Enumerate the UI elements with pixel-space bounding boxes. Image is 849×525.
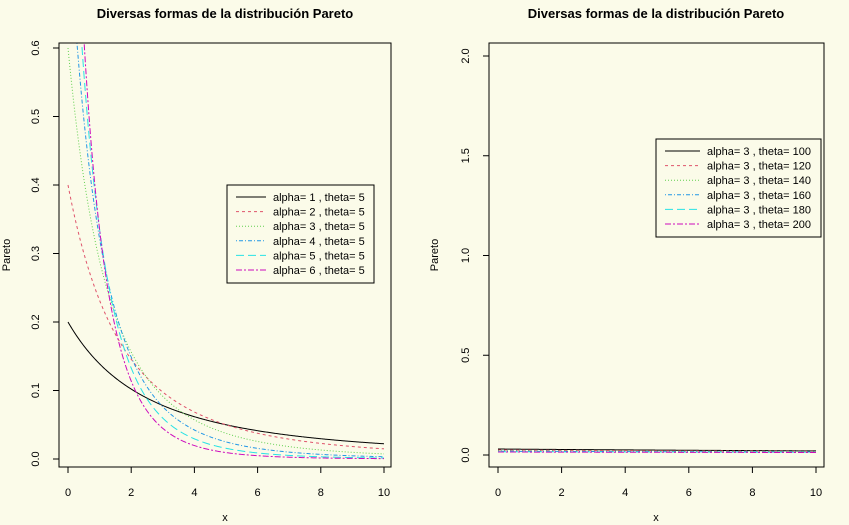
legend-box	[226, 184, 375, 284]
y-tick-label: 0.2	[30, 314, 42, 329]
x-tick-label: 6	[686, 487, 692, 499]
legend-label-2: alpha= 3 , theta= 120	[707, 161, 811, 173]
legend-label-4: alpha= 4 , theta= 5	[273, 236, 365, 248]
y-tick-label: 0.0	[460, 447, 472, 462]
legend: alpha= 1 , theta= 5 alpha= 2 , theta= 5 al…	[226, 184, 375, 284]
series-line-1	[497, 448, 816, 452]
y-tick-label: 0.3	[30, 246, 42, 261]
x-tick-label: 8	[749, 487, 755, 499]
series-line-6	[498, 451, 816, 454]
x-axis-label: x	[653, 512, 659, 524]
legend: alpha= 3 , theta= 100 alpha= 3 , theta= 1…	[655, 138, 822, 238]
legend-label-2: alpha= 2 , theta= 5	[273, 207, 365, 219]
x-tick-label: 0	[65, 487, 71, 499]
legend-label-3: alpha= 3 , theta= 5	[273, 221, 365, 233]
x-tick-label: 2	[128, 487, 134, 499]
x-tick-label: 6	[255, 487, 261, 499]
y-tick-label: 0.1	[30, 383, 42, 398]
series-group	[497, 448, 817, 454]
legend-label-6: alpha= 3 , theta= 200	[707, 219, 811, 231]
y-tick-label: 1.0	[460, 248, 472, 263]
legend-label-3: alpha= 3 , theta= 140	[707, 175, 811, 187]
y-tick-label: 0.4	[30, 177, 42, 192]
y-axis-label: Pareto	[1, 239, 13, 271]
series-line-6	[83, 43, 384, 460]
y-tick-label: 0.6	[30, 40, 42, 55]
legend-label-5: alpha= 3 , theta= 180	[707, 204, 811, 216]
x-tick-label: 2	[559, 487, 565, 499]
legend-label-5: alpha= 5 , theta= 5	[273, 250, 365, 262]
x-tick-label: 10	[810, 487, 822, 499]
legend-label-4: alpha= 3 , theta= 160	[707, 190, 811, 202]
y-tick-label: 1.5	[460, 148, 472, 163]
y-tick-label: 2.0	[460, 48, 472, 63]
legend-label-1: alpha= 1 , theta= 5	[273, 192, 365, 204]
series-line-5	[81, 43, 385, 459]
x-tick-label: 4	[622, 487, 628, 499]
series-line-4	[76, 43, 385, 458]
y-axis-label: Pareto	[429, 239, 441, 271]
y-tick-label: 0.5	[30, 109, 42, 124]
y-tick-label: 0.5	[460, 348, 472, 363]
legend-label-6: alpha= 6 , theta= 5	[273, 265, 365, 277]
legend-box	[655, 138, 822, 238]
x-tick-label: 8	[318, 487, 324, 499]
right-chart-panel: Diversas formas de la distribución Paret…	[429, 6, 825, 524]
x-tick-label: 0	[495, 487, 501, 499]
left-chart-panel: Diversas formas de la distribución Paret…	[1, 6, 392, 524]
x-tick-label: 10	[378, 487, 390, 499]
x-axis-label: x	[222, 512, 228, 524]
x-tick-label: 4	[191, 487, 197, 499]
series-line-1	[67, 321, 385, 445]
series-group	[67, 43, 385, 460]
y-tick-label: 0.0	[30, 451, 42, 466]
legend-label-1: alpha= 3 , theta= 100	[707, 146, 811, 158]
series-line-2	[497, 449, 816, 452]
chart-title: Diversas formas de la distribución Paret…	[97, 6, 354, 21]
chart-title: Diversas formas de la distribución Paret…	[528, 6, 785, 21]
